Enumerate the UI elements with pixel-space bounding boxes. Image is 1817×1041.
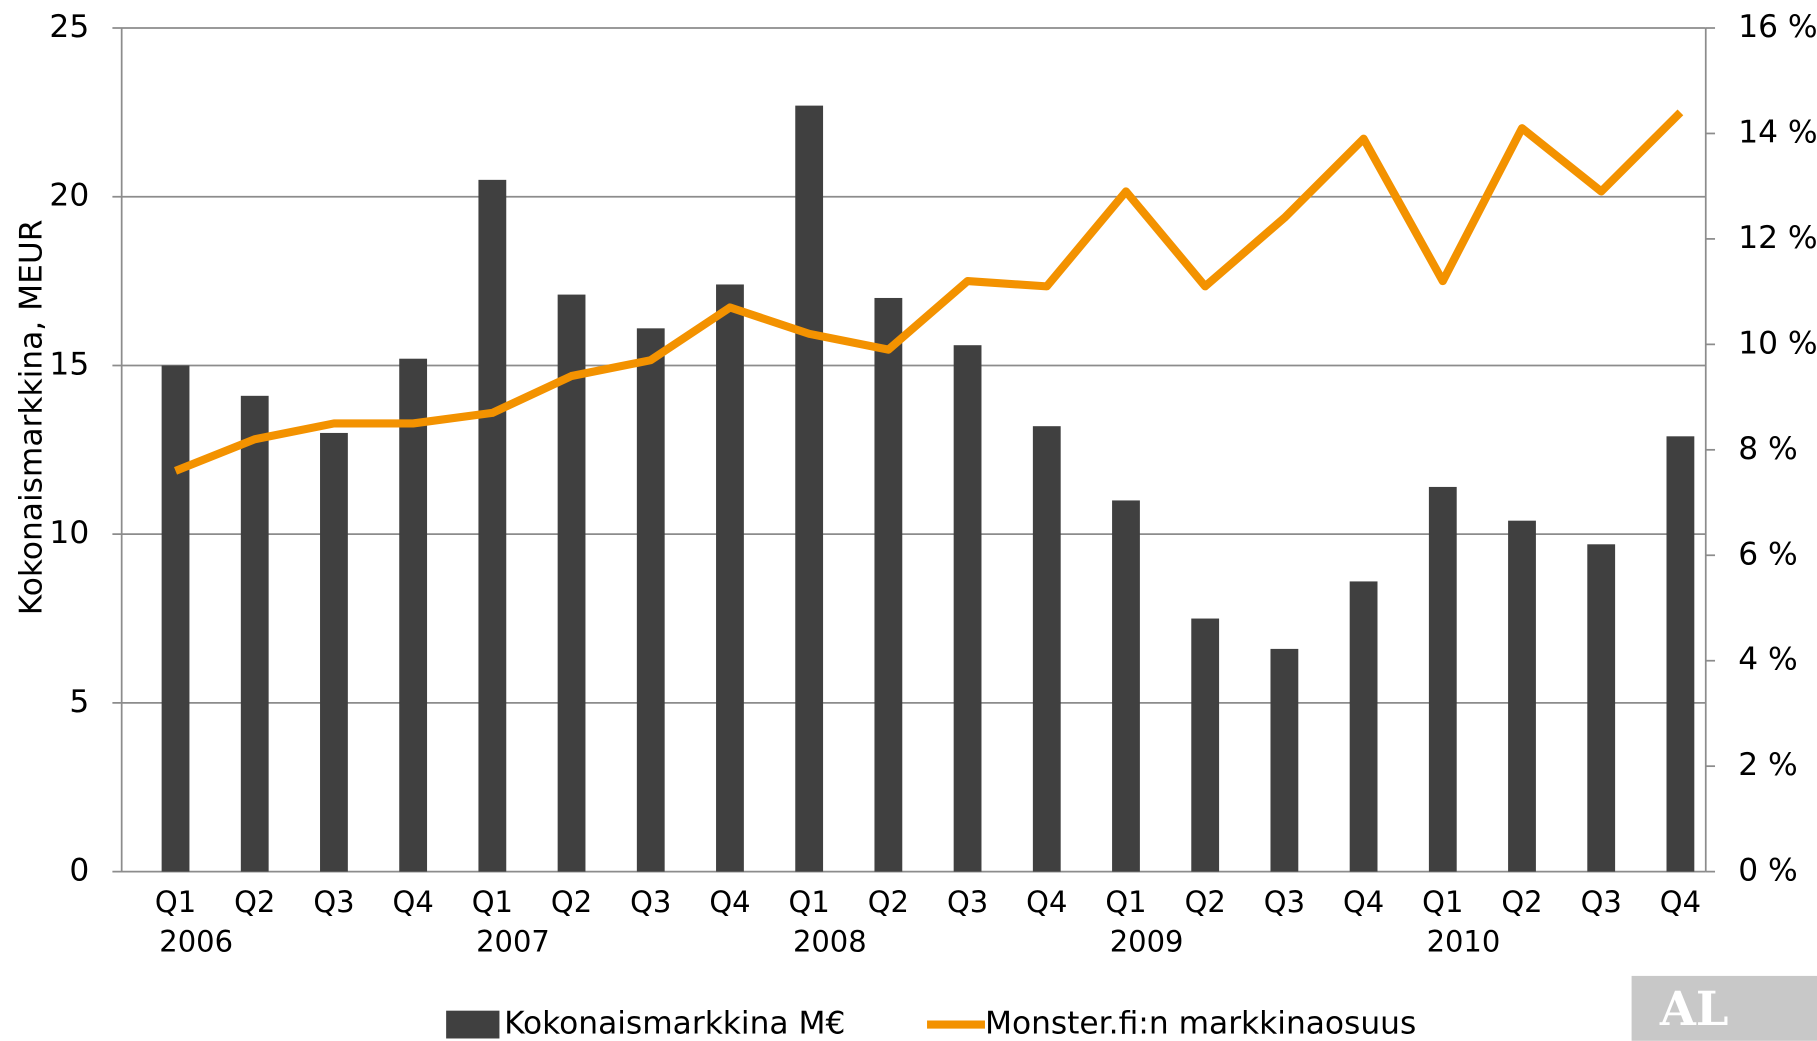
bar xyxy=(874,297,903,872)
bar xyxy=(1191,618,1220,872)
x-tick-label: Q4 xyxy=(1660,885,1701,919)
y-tick-label: 25 xyxy=(49,9,89,45)
bar xyxy=(1112,500,1140,872)
legend-label: Monster.fi:n markkinaosuus xyxy=(985,1006,1416,1041)
bar xyxy=(1508,520,1536,872)
x-tick-label: Q3 xyxy=(630,885,671,919)
y-tick-label: 5 xyxy=(69,684,89,720)
y2-tick-label: 8 % xyxy=(1738,431,1798,467)
y-tick-label: 0 xyxy=(69,853,89,889)
x-tick-label: Q4 xyxy=(709,885,750,919)
logo: AL xyxy=(1659,981,1729,1036)
bar xyxy=(1587,544,1616,872)
bar xyxy=(1349,581,1378,872)
legend-swatch xyxy=(446,1010,500,1039)
bar xyxy=(240,395,269,872)
line xyxy=(174,109,1684,475)
x-tick-label: Q2 xyxy=(234,885,275,919)
year-label: 2007 xyxy=(476,924,550,958)
y-tick-label: 20 xyxy=(49,178,89,214)
x-tick-label: Q4 xyxy=(1026,885,1067,919)
y2-tick-label: 16 % xyxy=(1738,9,1817,45)
y2-tick-label: 6 % xyxy=(1738,536,1798,572)
x-tick-label: Q2 xyxy=(551,885,592,919)
logo-box xyxy=(1631,975,1817,1041)
x-tick-label: Q3 xyxy=(1581,885,1622,919)
bar xyxy=(953,345,982,872)
x-tick-label: Q1 xyxy=(472,885,513,919)
bar xyxy=(795,105,824,872)
year-label: 2009 xyxy=(1110,924,1184,958)
y2-tick-label: 2 % xyxy=(1738,747,1798,783)
y2-tick-label: 12 % xyxy=(1738,220,1817,256)
x-tick-label: Q3 xyxy=(1264,885,1305,919)
bar xyxy=(1428,486,1457,872)
y2-tick-label: 0 % xyxy=(1738,853,1798,889)
x-tick-label: Q2 xyxy=(868,885,909,919)
year-label: 2006 xyxy=(159,924,233,958)
y2-tick-label: 10 % xyxy=(1738,325,1817,361)
year-label: 2008 xyxy=(793,924,867,958)
bar xyxy=(161,365,190,872)
x-tick-label: Q1 xyxy=(1105,885,1146,919)
bar xyxy=(320,432,348,872)
bar xyxy=(557,294,586,872)
x-tick-label: Q1 xyxy=(155,885,196,919)
x-tick-label: Q4 xyxy=(393,885,434,919)
y-tick-label: 15 xyxy=(49,346,89,382)
y2-tick-label: 14 % xyxy=(1738,114,1817,150)
legend-label: Kokonaismarkkina M€ xyxy=(504,1006,845,1041)
x-tick-label: Q3 xyxy=(947,885,988,919)
x-tick-label: Q2 xyxy=(1185,885,1226,919)
x-tick-label: Q4 xyxy=(1343,885,1384,919)
bar xyxy=(1032,426,1061,872)
year-label: 2010 xyxy=(1427,924,1501,958)
bar xyxy=(1666,436,1695,872)
x-tick-label: Q1 xyxy=(789,885,830,919)
bar xyxy=(1270,648,1299,872)
x-tick-label: Q3 xyxy=(313,885,354,919)
bar xyxy=(478,179,507,872)
bar xyxy=(716,284,744,872)
y-tick-label: 10 xyxy=(49,515,89,551)
y2-tick-label: 4 % xyxy=(1738,642,1798,678)
x-tick-label: Q1 xyxy=(1422,885,1463,919)
bar xyxy=(636,328,665,872)
x-tick-label: Q2 xyxy=(1501,885,1542,919)
bar xyxy=(399,358,428,872)
y-axis-title: Kokonaismarkkina, MEUR xyxy=(13,220,49,616)
